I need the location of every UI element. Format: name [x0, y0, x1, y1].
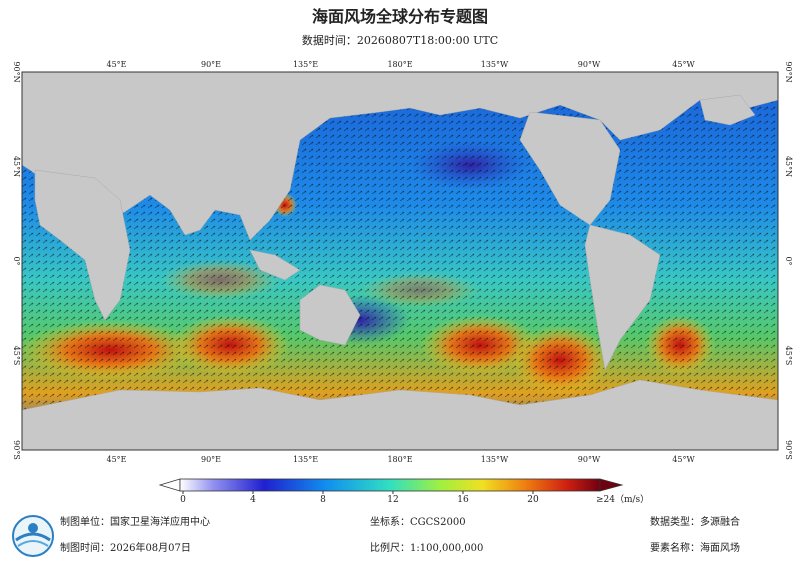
footer-element: 要素名称：海面风场 — [650, 541, 740, 554]
longitude-label: 135°W — [481, 455, 509, 464]
colorbar-label: 0 — [180, 495, 186, 505]
colorbar — [158, 478, 624, 492]
colorbar-label: 4 — [250, 495, 256, 505]
colorbar-label: 20 — [527, 495, 539, 505]
colorbar-max-label: ≥24（m/s） — [596, 494, 649, 505]
longitude-label: 180°E — [387, 60, 412, 69]
colorbar-label: 8 — [320, 495, 326, 505]
latitude-label: 90°S — [12, 440, 21, 460]
longitude-label: 135°E — [293, 60, 318, 69]
latitude-label: 45°S — [784, 346, 793, 366]
colorbar-label: 12 — [387, 495, 398, 505]
footer-date: 制图时间：2026年08月07日 — [60, 541, 191, 554]
longitude-label: 45°E — [106, 455, 126, 464]
latitude-label: 45°S — [12, 346, 21, 366]
longitude-label: 45°W — [672, 60, 695, 69]
latitude-label: 45°N — [784, 156, 793, 177]
footer-scale: 比例尺：1:100,000,000 — [370, 541, 483, 554]
longitude-label: 45°E — [106, 60, 126, 69]
logo — [12, 515, 54, 557]
longitude-label: 90°W — [578, 455, 601, 464]
longitude-label: 90°E — [201, 455, 221, 464]
latitude-label: 0° — [12, 256, 21, 265]
latitude-label: 90°N — [784, 61, 793, 82]
longitude-label: 180°E — [387, 455, 412, 464]
latitude-label: 90°S — [784, 440, 793, 460]
latitude-label: 45°N — [12, 156, 21, 177]
colorbar-label: 16 — [457, 495, 469, 505]
longitude-label: 135°E — [293, 455, 318, 464]
footer-unit: 制图单位：国家卫星海洋应用中心 — [60, 515, 210, 528]
longitude-label: 135°W — [481, 60, 509, 69]
footer-type: 数据类型：多源融合 — [650, 515, 740, 528]
map — [20, 71, 779, 451]
latitude-label: 90°N — [12, 61, 21, 82]
longitude-label: 45°W — [672, 455, 695, 464]
longitude-label: 90°W — [578, 60, 601, 69]
subtitle: 数据时间：20260807T18:00:00 UTC — [302, 33, 498, 47]
title: 海面风场全球分布专题图 — [312, 7, 488, 26]
longitude-label: 90°E — [201, 60, 221, 69]
footer-coord: 坐标系：CGCS2000 — [370, 516, 466, 528]
latitude-label: 0° — [784, 256, 793, 265]
